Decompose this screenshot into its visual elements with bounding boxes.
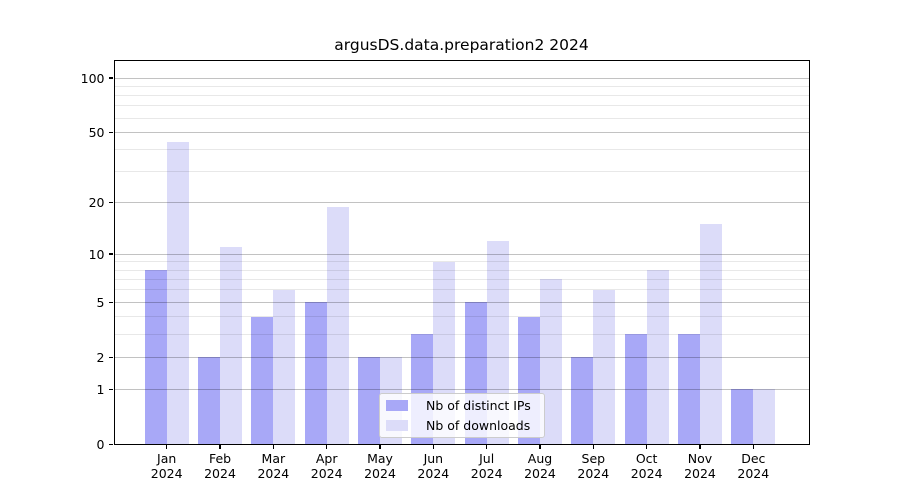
- x-axis-tick-label: Aug 2024: [524, 450, 556, 482]
- x-axis-tick-label: Jan 2024: [150, 450, 183, 482]
- x-axis-tick-label: Sep 2024: [577, 450, 610, 482]
- gridline-major: [113, 356, 810, 358]
- bar-downloads-feb: [220, 247, 243, 445]
- x-axis-tick-label: Nov 2024: [684, 450, 716, 482]
- bar-downloads-nov: [699, 224, 722, 445]
- legend-label-downloads: Nb of downloads: [426, 417, 531, 433]
- bar-distinct-ips-feb: [198, 357, 221, 445]
- legend-label-distinct-ips: Nb of distinct IPs: [426, 397, 531, 413]
- x-tick-mark: [485, 444, 488, 449]
- x-axis-tick-label: Apr 2024: [310, 450, 343, 482]
- gridline-minor: [113, 85, 810, 87]
- x-tick-mark: [539, 444, 541, 449]
- y-tick-mark: [109, 77, 113, 79]
- x-axis-tick-label: Jun 2024: [417, 450, 450, 482]
- x-tick-mark: [699, 444, 701, 449]
- bar-downloads-oct: [646, 270, 669, 445]
- gridline-minor: [113, 149, 810, 151]
- bar-distinct-ips-dec: [731, 389, 754, 445]
- y-axis-tick-label: 100: [80, 70, 105, 86]
- plot-area: [113, 60, 810, 445]
- gridline-major: [113, 131, 810, 133]
- x-axis-tick-label: Mar 2024: [257, 450, 290, 482]
- x-tick-mark: [272, 444, 275, 449]
- bar-downloads-mar: [273, 289, 296, 445]
- gridline-minor: [113, 171, 810, 173]
- legend: Nb of distinct IPs Nb of downloads: [379, 392, 545, 438]
- gridline-major: [113, 202, 810, 204]
- y-tick-mark: [109, 443, 113, 446]
- legend-item-downloads: Nb of downloads: [386, 417, 538, 434]
- x-axis-tick-label: Jul 2024: [470, 450, 503, 482]
- y-tick-mark: [109, 301, 113, 303]
- y-tick-mark: [109, 388, 113, 391]
- y-axis-tick-label: 10: [88, 246, 105, 262]
- gridline-major: [113, 253, 810, 255]
- y-axis-tick-label: 1: [96, 381, 105, 397]
- bar-downloads-jan: [166, 142, 189, 445]
- y-axis-tick-label: 20: [88, 195, 105, 211]
- gridline-minor: [113, 316, 810, 318]
- x-tick-mark: [379, 444, 381, 449]
- bar-downloads-apr: [326, 206, 349, 445]
- bar-downloads-sep: [593, 289, 616, 445]
- x-tick-mark: [432, 444, 435, 449]
- gridline-minor: [113, 269, 810, 271]
- gridline-minor: [113, 117, 810, 119]
- x-tick-mark: [166, 444, 168, 449]
- y-axis-tick-label: 50: [88, 124, 105, 140]
- legend-swatch-downloads: [386, 419, 408, 431]
- x-tick-mark: [752, 444, 754, 449]
- x-tick-mark: [645, 444, 648, 449]
- y-tick-mark: [109, 253, 113, 255]
- gridline-major: [113, 301, 810, 303]
- x-tick-mark: [325, 444, 328, 449]
- gridline-minor: [113, 333, 810, 335]
- y-tick-mark: [109, 131, 113, 133]
- x-axis-tick-label: Dec 2024: [737, 450, 770, 482]
- y-tick-mark: [109, 202, 113, 204]
- x-tick-mark: [219, 444, 221, 449]
- bar-distinct-ips-jan: [144, 270, 167, 445]
- gridline-major: [113, 388, 810, 390]
- bar-distinct-ips-mar: [251, 316, 274, 445]
- gridline-minor: [113, 95, 810, 97]
- bar-downloads-aug: [539, 279, 562, 445]
- gridline-minor: [113, 289, 810, 291]
- legend-item-distinct-ips: Nb of distinct IPs: [386, 397, 538, 414]
- bar-distinct-ips-apr: [304, 302, 327, 445]
- gridline-major: [113, 77, 810, 79]
- gridline-minor: [113, 105, 810, 107]
- x-axis-tick-label: Oct 2024: [630, 450, 663, 482]
- y-axis-tick-label: 2: [96, 349, 105, 365]
- y-axis-tick-label: 5: [96, 294, 105, 310]
- x-axis-tick-label: Feb 2024: [204, 450, 236, 482]
- x-tick-mark: [592, 444, 594, 449]
- bar-distinct-ips-may: [358, 357, 380, 445]
- bar-distinct-ips-nov: [677, 334, 700, 445]
- bar-distinct-ips-oct: [624, 334, 647, 445]
- gridline-minor: [113, 261, 810, 263]
- y-tick-mark: [109, 356, 113, 358]
- gridline-minor: [113, 278, 810, 280]
- y-axis-tick-label: 0: [96, 437, 105, 452]
- x-axis-tick-label: May 2024: [364, 450, 396, 482]
- chart-title: argusDS.data.preparation2 2024: [334, 36, 589, 54]
- bar-downloads-dec: [753, 389, 776, 445]
- legend-swatch-distinct-ips: [386, 399, 408, 411]
- bar-distinct-ips-sep: [571, 357, 594, 445]
